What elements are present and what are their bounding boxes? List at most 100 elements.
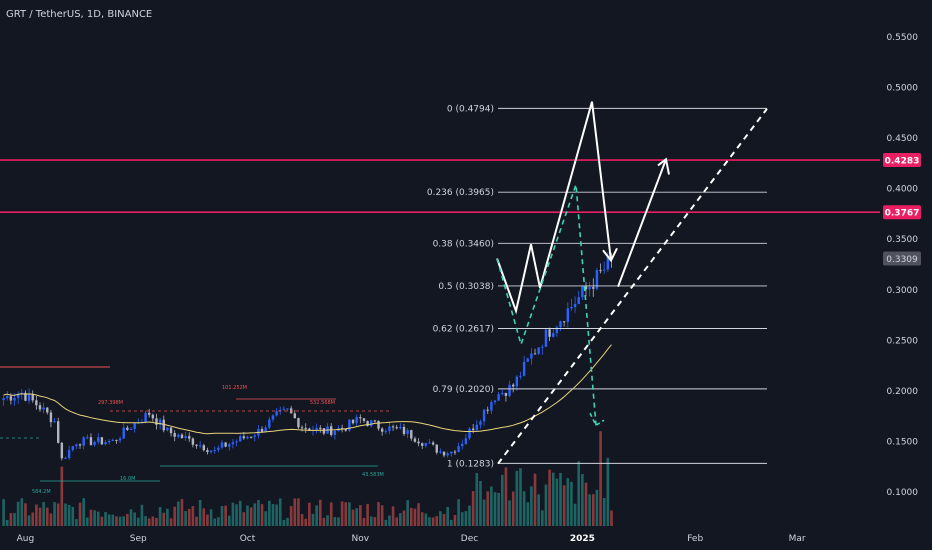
volume-bar	[86, 517, 89, 526]
candle-body	[268, 419, 271, 428]
current-price-label: 0.3309	[886, 255, 918, 265]
volume-bar	[551, 472, 555, 526]
volume-bar	[340, 501, 344, 526]
candle-body	[446, 453, 449, 456]
candle-body	[442, 451, 446, 456]
candle-body	[137, 422, 140, 424]
candle-body	[395, 427, 398, 429]
price-axis[interactable]: 0.5500 0.5000 0.4500 0.4000 0.3500 0.3000 0.25…	[883, 33, 921, 498]
volume-bar	[602, 497, 606, 526]
fib-level-label: 0.5 (0.3038)	[438, 282, 494, 292]
volume-bar	[409, 507, 413, 526]
volume-bar	[584, 482, 588, 526]
volume-bar	[497, 492, 500, 526]
volume-bar	[238, 500, 242, 526]
volume-bar	[82, 498, 85, 526]
candle-body	[410, 430, 413, 439]
candle-body	[239, 436, 242, 442]
candle-body	[75, 444, 78, 447]
horizontal-levels: 0.4283 0.3767	[0, 153, 921, 220]
volume-bar	[155, 517, 158, 526]
volume-bar	[38, 507, 42, 526]
candle-body	[78, 444, 82, 446]
volume-bar	[424, 513, 428, 526]
volume-bar	[2, 499, 5, 526]
volume-bar	[555, 478, 559, 526]
volume-bar	[286, 517, 289, 526]
volume-bar	[268, 500, 271, 526]
volume-label: 532.568M	[310, 400, 335, 406]
volume-bar	[464, 511, 468, 526]
projection-trendline	[497, 108, 768, 465]
fib-level-label: 0.236 (0.3965)	[427, 188, 494, 198]
volume-bar	[136, 517, 140, 526]
candle-body	[541, 346, 544, 348]
volume-bar	[224, 505, 227, 526]
volume-bar	[479, 481, 482, 526]
candle-body	[486, 409, 489, 411]
candle-body	[319, 427, 322, 429]
candle-body	[122, 427, 125, 439]
candle-body	[402, 427, 406, 434]
candle-body	[260, 428, 264, 432]
candle-body	[228, 444, 231, 447]
candle-body	[424, 443, 428, 446]
volume-bar	[606, 457, 610, 526]
volume-bar	[402, 510, 406, 526]
candle-body	[406, 430, 409, 434]
candle-body	[515, 376, 519, 387]
volume-bar	[89, 509, 93, 526]
volume-bar	[348, 502, 351, 526]
candle-body	[431, 442, 435, 445]
volume-bar	[537, 494, 540, 526]
time-tick-label: Feb	[687, 534, 703, 544]
volume-bar	[42, 502, 45, 526]
volume-bar	[297, 498, 300, 526]
volume-bar	[67, 504, 71, 526]
volume-bar	[180, 499, 184, 526]
candle-body	[351, 419, 355, 424]
candle-body	[64, 457, 67, 459]
candle-body	[399, 427, 402, 429]
volume-bar	[457, 499, 460, 526]
candle-body	[428, 442, 431, 444]
volume-bar	[581, 474, 584, 526]
candle-body	[461, 443, 464, 447]
volume-bar	[264, 511, 267, 526]
candle-body	[188, 436, 191, 439]
volume-label: 101.252M	[222, 385, 247, 391]
volume-bar	[490, 486, 493, 526]
price-tick-label: 0.4000	[887, 185, 919, 195]
candle-body	[512, 384, 515, 387]
candle-body	[348, 419, 351, 431]
volume-bar	[111, 514, 115, 526]
candle-body	[413, 438, 417, 442]
time-axis[interactable]: Aug Sep Oct Nov Dec 2025 Feb Mar	[17, 534, 806, 544]
volume-bar	[71, 506, 75, 526]
candle-body	[57, 421, 60, 443]
time-tick-label: Aug	[17, 534, 35, 544]
candle-body	[355, 417, 358, 424]
volume-bar	[399, 513, 402, 526]
volume-bar	[75, 519, 78, 526]
candle-body	[118, 438, 122, 441]
candle-body	[235, 441, 238, 443]
volume-bar	[220, 505, 224, 526]
volume-bar	[24, 503, 27, 526]
volume-bar	[242, 512, 246, 526]
volume-bar	[9, 513, 13, 526]
volume-bar	[246, 505, 249, 526]
candle-body	[577, 297, 580, 305]
volume-bar	[151, 516, 155, 526]
candle-body	[566, 308, 569, 322]
volume-bar	[195, 516, 198, 526]
volume-bar	[129, 509, 133, 526]
candle-body	[519, 375, 522, 377]
candle-body	[537, 347, 540, 354]
candle-body	[166, 427, 169, 431]
volume-bar	[453, 514, 457, 526]
volume-bar	[31, 512, 35, 526]
moving-average	[3, 344, 612, 435]
